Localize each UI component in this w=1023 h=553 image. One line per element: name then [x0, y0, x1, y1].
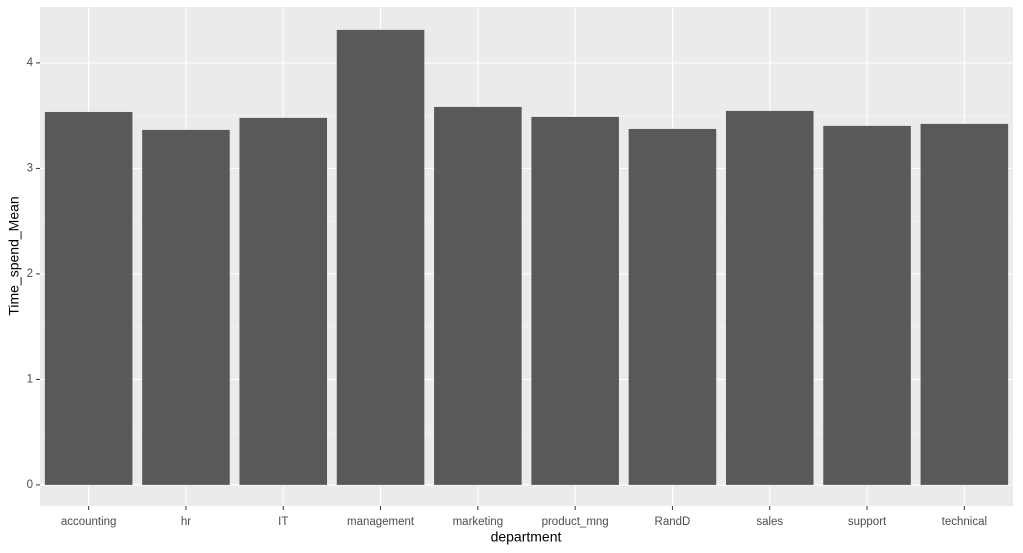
x-tick-label: IT [278, 516, 288, 528]
bar [628, 128, 717, 485]
x-tick-label: RandD [655, 516, 691, 528]
bar [725, 110, 814, 485]
bar [920, 123, 1009, 485]
y-tick-label: 1 [27, 373, 33, 385]
y-axis-title: Time_spend_Mean [6, 196, 22, 315]
bar [239, 117, 328, 485]
x-tick-label: technical [942, 516, 987, 528]
x-tick-label: accounting [61, 516, 117, 528]
x-tick-label: support [848, 516, 887, 528]
x-tick-label: hr [181, 516, 191, 528]
bar [434, 106, 522, 485]
y-tick-label: 2 [27, 268, 33, 280]
bar [336, 29, 425, 485]
bar [142, 129, 230, 485]
y-tick-label: 4 [27, 57, 34, 69]
x-tick-label: marketing [453, 516, 504, 528]
y-tick-label: 3 [27, 162, 33, 174]
y-tick-label: 0 [27, 479, 33, 491]
x-axis-title: department [491, 529, 562, 545]
x-tick-label: product_mng [542, 516, 609, 528]
bar [531, 116, 619, 485]
bar [44, 111, 133, 485]
x-tick-label: management [347, 516, 415, 528]
x-tick-label: sales [756, 516, 783, 528]
bar [823, 125, 911, 485]
